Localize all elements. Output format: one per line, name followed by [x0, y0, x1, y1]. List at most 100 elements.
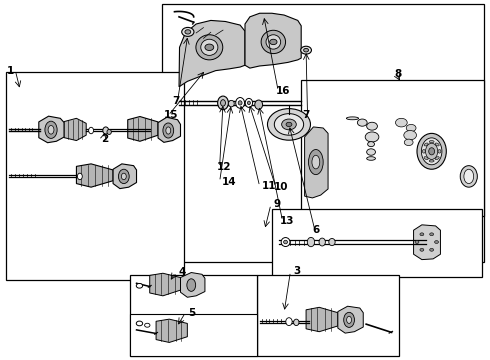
Circle shape — [406, 125, 416, 132]
Polygon shape — [306, 307, 338, 332]
Ellipse shape — [435, 143, 439, 146]
Ellipse shape — [284, 240, 288, 244]
Ellipse shape — [145, 323, 150, 327]
Text: 13: 13 — [280, 216, 294, 226]
Ellipse shape — [196, 35, 223, 60]
Circle shape — [430, 248, 434, 251]
Bar — [301, 80, 485, 216]
Ellipse shape — [286, 122, 292, 127]
Ellipse shape — [367, 122, 377, 130]
Ellipse shape — [460, 166, 477, 187]
Text: 10: 10 — [273, 182, 288, 192]
Ellipse shape — [368, 141, 374, 147]
Ellipse shape — [429, 140, 434, 143]
Ellipse shape — [438, 149, 441, 153]
Polygon shape — [156, 319, 187, 342]
Text: 16: 16 — [276, 86, 290, 96]
Bar — [162, 4, 485, 262]
Circle shape — [420, 248, 424, 251]
Circle shape — [435, 240, 439, 243]
Text: 8: 8 — [394, 69, 401, 79]
Ellipse shape — [274, 114, 304, 135]
Ellipse shape — [329, 238, 335, 246]
Ellipse shape — [228, 100, 234, 107]
Ellipse shape — [435, 157, 439, 159]
Text: 7: 7 — [303, 111, 310, 121]
Ellipse shape — [238, 101, 242, 105]
Ellipse shape — [266, 35, 281, 49]
Ellipse shape — [424, 157, 428, 159]
Ellipse shape — [367, 157, 375, 160]
Ellipse shape — [429, 160, 434, 162]
Ellipse shape — [255, 100, 263, 109]
Bar — [5, 72, 184, 280]
Ellipse shape — [346, 117, 359, 120]
Ellipse shape — [319, 238, 325, 246]
Ellipse shape — [464, 169, 474, 184]
Ellipse shape — [286, 318, 292, 325]
Text: 4: 4 — [178, 267, 185, 277]
Ellipse shape — [185, 30, 191, 34]
Ellipse shape — [45, 121, 57, 138]
Ellipse shape — [422, 149, 425, 153]
Polygon shape — [128, 117, 158, 141]
Ellipse shape — [107, 130, 111, 134]
Ellipse shape — [268, 109, 311, 140]
Ellipse shape — [357, 119, 367, 126]
Ellipse shape — [247, 101, 250, 105]
Polygon shape — [39, 116, 64, 143]
Ellipse shape — [163, 123, 173, 138]
Bar — [257, 275, 399, 356]
Ellipse shape — [201, 39, 218, 55]
Polygon shape — [76, 164, 113, 187]
Polygon shape — [305, 127, 328, 198]
Text: 5: 5 — [188, 308, 195, 318]
Ellipse shape — [304, 48, 309, 52]
Ellipse shape — [421, 138, 442, 165]
Ellipse shape — [136, 283, 143, 288]
Polygon shape — [338, 306, 363, 333]
Text: 6: 6 — [313, 225, 319, 235]
Ellipse shape — [425, 143, 438, 159]
Polygon shape — [179, 21, 245, 87]
Text: 9: 9 — [273, 199, 280, 210]
Ellipse shape — [365, 132, 379, 142]
Text: 12: 12 — [217, 162, 232, 172]
Polygon shape — [113, 164, 137, 189]
Circle shape — [430, 233, 434, 236]
Circle shape — [404, 139, 413, 145]
Text: 15: 15 — [163, 111, 178, 121]
Text: 3: 3 — [293, 266, 300, 276]
Polygon shape — [414, 225, 441, 260]
Ellipse shape — [205, 44, 214, 50]
Ellipse shape — [429, 148, 435, 155]
Polygon shape — [245, 13, 301, 68]
Ellipse shape — [301, 46, 312, 54]
Circle shape — [415, 240, 419, 243]
Ellipse shape — [220, 100, 225, 106]
Text: 7: 7 — [172, 96, 180, 106]
Ellipse shape — [119, 169, 129, 184]
Text: 14: 14 — [222, 177, 237, 187]
Bar — [130, 275, 257, 356]
Text: 2: 2 — [101, 134, 108, 144]
Ellipse shape — [166, 127, 171, 134]
Bar — [130, 315, 257, 356]
Ellipse shape — [261, 30, 286, 54]
Polygon shape — [64, 118, 86, 140]
Ellipse shape — [236, 98, 245, 108]
Ellipse shape — [281, 238, 290, 247]
Ellipse shape — [187, 279, 196, 291]
Ellipse shape — [48, 126, 54, 134]
Ellipse shape — [417, 134, 446, 169]
Ellipse shape — [424, 143, 428, 146]
Ellipse shape — [136, 321, 143, 326]
Ellipse shape — [343, 312, 354, 327]
Bar — [272, 209, 482, 277]
Ellipse shape — [218, 96, 228, 110]
Ellipse shape — [312, 155, 320, 169]
Ellipse shape — [367, 149, 375, 155]
Circle shape — [404, 131, 416, 140]
Ellipse shape — [245, 98, 252, 107]
Polygon shape — [150, 273, 180, 296]
